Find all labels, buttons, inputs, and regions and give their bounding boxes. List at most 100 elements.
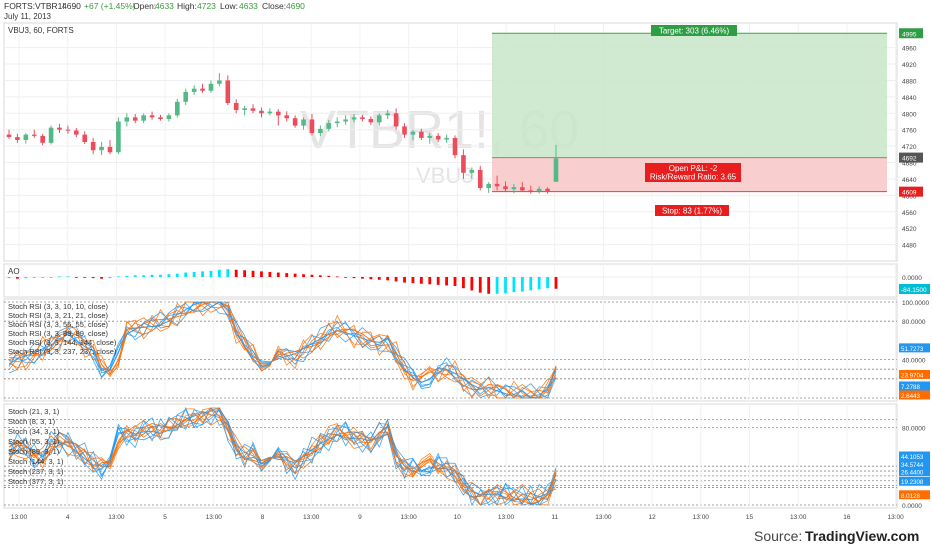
time-tick-label: 13:00 [693,514,710,521]
candle-body [469,169,475,173]
price-tick-label: 4720 [902,144,917,151]
price-tick-label: 4640 [902,177,917,184]
candle [250,104,256,114]
candle [494,175,500,191]
candle-body [200,88,205,91]
candle-body [536,188,542,192]
candle-body [334,121,340,124]
candle [452,135,458,159]
candle-body [494,183,500,187]
candle-body [343,119,348,122]
candle-body [225,80,231,104]
target-label: Target: 303 (6.46%) [659,27,730,36]
target-label-box [651,25,737,36]
stoch-rsi-pane [3,298,898,402]
candle-body [107,146,113,153]
stop-label: Stop: 83 (1.77%) [662,207,722,216]
pnl-label: Open P&L: -2 [669,164,718,173]
main-pane [3,22,898,262]
target-price-tag: 4995 [902,31,917,38]
candle-body [267,111,273,114]
candle-body [149,115,155,118]
ao-bar [478,277,482,293]
candle [444,134,449,143]
candle-body [82,134,88,142]
candle [301,117,306,130]
ao-bar [243,270,247,277]
stop-price-tag: 4609 [902,190,917,197]
candle-body [410,131,416,135]
time-tick-label: 11 [551,514,558,521]
candle-body [452,137,458,156]
candle-body [23,134,29,140]
stoch-rsi-legend-6: Stoch RSI (3, 3, 237, 237, close) [8,347,117,356]
candle-body [520,187,525,191]
candle-body [141,115,146,121]
candle [419,128,424,140]
ao-bar [7,277,11,279]
stoch-value-box [899,451,930,461]
candle [124,113,130,127]
stoch-rsi-line [8,301,557,399]
close-label: Close: [262,1,286,11]
time-tick-label: 13:00 [887,514,904,521]
ao-bar [462,277,465,289]
time-tick-label: 13:00 [11,514,28,521]
candle-body [376,115,382,123]
ao-bar [133,275,137,277]
candle-body [435,135,441,140]
stoch-rsi-legend-3: Stoch RSI (3, 3, 55, 55, close) [8,320,109,329]
ao-bar [335,276,339,278]
ao-bar [74,277,78,278]
time-tick-label: 5 [163,514,167,521]
candle [402,123,407,138]
stoch-rsi-legend-1: Stoch RSI (3, 3, 10, 10, close) [8,302,109,311]
candle-body [217,80,222,84]
ao-bar [352,277,356,279]
stoch-rsi-value-label: 7.2788 [901,384,920,391]
ao-bar [234,269,238,277]
price-tick-label: 4480 [902,243,917,250]
candle [166,113,172,122]
ao-bar [411,277,415,284]
ao-tick: 0.0000 [902,275,922,282]
candle [520,182,525,193]
ao-bar [318,275,322,277]
ao-bar [117,276,120,278]
candle [183,88,189,106]
candle-body [116,121,121,153]
price-tick-label: 4920 [902,62,917,69]
candle [267,108,273,116]
price-tick-label: 4840 [902,95,917,102]
price-tick-label: 4760 [902,128,917,135]
price-tick-label: 4880 [902,78,917,85]
stop-price-tag-box [899,186,923,197]
ao-bar [428,277,432,285]
candle-body [259,110,264,114]
stoch-rsi-tick: 80.0000 [902,319,926,326]
source-brand[interactable]: TradingView.com [805,528,919,544]
ao-bar [445,277,448,286]
stoch-value-label: 8.0128 [901,493,920,500]
stoch-rsi-legend-2: Stoch RSI (3, 3, 21, 21, close) [8,311,109,320]
time-tick-label: 13:00 [303,514,320,521]
ao-bar [100,277,103,279]
candle-body [183,91,189,102]
candle-body [124,117,130,122]
candle-body [208,83,214,91]
source-label: Source: [754,528,802,544]
candle [233,99,239,114]
ao-bar [504,277,507,294]
candle-body [250,108,256,111]
candle [376,113,382,126]
ao-value-box [899,284,930,294]
candle-body [486,183,491,188]
candle-body [65,129,71,131]
ao-bar [142,275,146,277]
stoch-tick: 0.0000 [902,503,922,510]
candle-body [40,135,45,143]
candle [99,142,104,156]
axis-labels: 4960 4920 4880 4840 4800 4760 4720 4680 4640 4600… [11,28,930,521]
ao-bar [175,273,179,277]
